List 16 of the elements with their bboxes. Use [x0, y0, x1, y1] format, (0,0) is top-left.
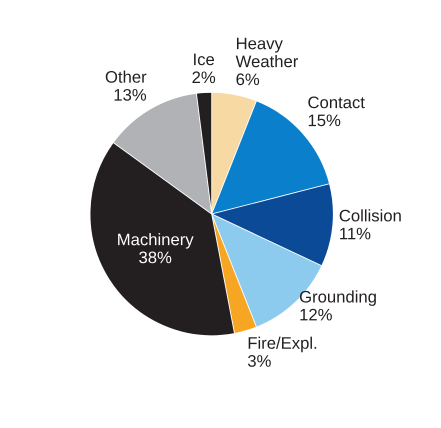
slice-label: Contact: [308, 96, 365, 108]
data-label: 2%: [192, 71, 216, 84]
slice-label: Grounding: [300, 290, 376, 306]
data-label: 15%: [308, 114, 340, 126]
slice-label: Ice: [194, 54, 214, 66]
data-label: 13%: [114, 88, 146, 101]
slice-label: Machinery: [118, 233, 194, 249]
data-label: 11%: [340, 228, 370, 240]
slice-label: Fire/Expl.: [248, 336, 316, 352]
data-label: 12%: [300, 308, 332, 320]
data-label: 6%: [236, 73, 260, 86]
slice-label: Collision: [340, 209, 401, 222]
slice-label: Heavy Weather: [236, 38, 298, 68]
slice-label: Other: [106, 70, 146, 83]
data-label: 38%: [139, 252, 172, 264]
data-label: 3%: [248, 355, 271, 367]
